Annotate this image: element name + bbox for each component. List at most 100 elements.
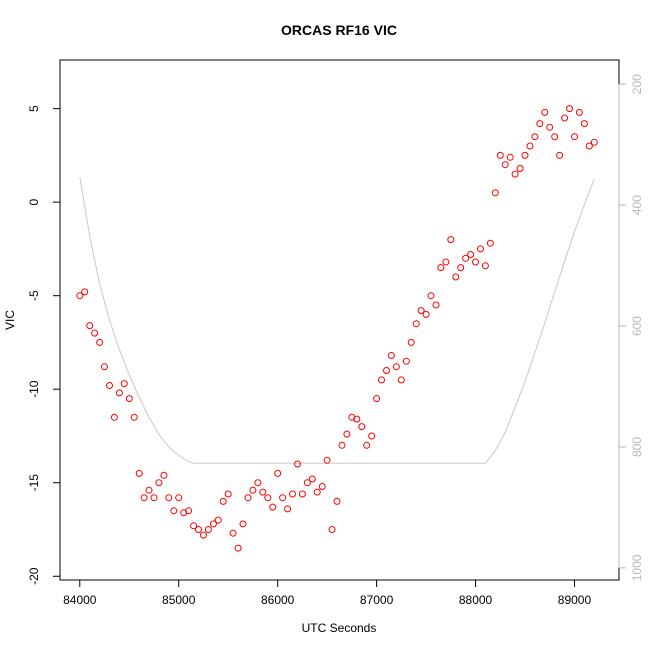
data-point xyxy=(86,322,94,330)
data-point xyxy=(412,320,420,328)
data-point xyxy=(195,526,202,533)
data-point xyxy=(397,376,405,384)
data-point xyxy=(140,494,148,502)
data-point xyxy=(135,469,143,477)
data-point xyxy=(467,251,475,258)
data-point xyxy=(91,329,99,337)
data-point xyxy=(541,108,549,116)
data-point xyxy=(294,460,301,468)
data-point xyxy=(209,520,217,528)
data-point xyxy=(254,479,262,487)
data-point xyxy=(130,413,138,421)
data-point xyxy=(373,395,381,403)
points-layer xyxy=(76,105,598,552)
data-point xyxy=(363,441,371,449)
data-point xyxy=(457,264,465,272)
data-point xyxy=(274,469,282,477)
data-point xyxy=(486,239,494,247)
data-point xyxy=(150,494,158,502)
data-point xyxy=(175,494,183,502)
y-tick-label: -20 xyxy=(27,567,41,585)
y-tick-label: -10 xyxy=(27,380,41,398)
chart-title: ORCAS RF16 VIC xyxy=(281,22,397,38)
data-point xyxy=(496,151,504,159)
data-point xyxy=(328,526,336,533)
data-point xyxy=(477,245,484,253)
data-point xyxy=(155,479,163,487)
data-point xyxy=(190,522,198,530)
secondary-line-layer xyxy=(79,177,595,464)
data-point xyxy=(219,497,227,505)
data-point xyxy=(575,108,583,116)
x-axis-label: UTC Seconds xyxy=(302,621,377,635)
data-point xyxy=(368,432,376,440)
data-point xyxy=(76,292,84,300)
data-point xyxy=(526,142,534,150)
data-point xyxy=(289,490,296,498)
data-point xyxy=(96,338,104,346)
data-point xyxy=(244,494,252,502)
data-point xyxy=(323,456,331,464)
data-point xyxy=(224,490,232,498)
data-point xyxy=(511,170,519,178)
data-point xyxy=(313,488,321,496)
y-tick-label: -15 xyxy=(27,474,41,492)
data-point xyxy=(387,352,395,359)
y2-tick-label: 400 xyxy=(630,195,644,215)
data-point xyxy=(125,395,133,403)
secondary-series-line xyxy=(79,177,595,464)
data-point xyxy=(402,357,410,365)
x-tick-label: 86000 xyxy=(261,593,295,607)
data-point xyxy=(284,505,292,513)
x-tick-label: 85000 xyxy=(162,593,196,607)
data-point xyxy=(516,165,524,172)
data-point xyxy=(160,471,168,479)
data-point xyxy=(546,123,554,131)
data-point xyxy=(585,142,593,150)
data-point xyxy=(81,288,89,296)
data-point xyxy=(204,526,212,533)
data-point xyxy=(358,423,366,431)
data-point xyxy=(506,153,514,161)
data-point xyxy=(110,413,118,421)
data-point xyxy=(101,363,108,371)
data-point xyxy=(279,494,287,502)
data-point xyxy=(427,292,435,300)
y2-tick-label: 800 xyxy=(630,437,644,457)
data-point xyxy=(303,479,311,487)
x-axis: 84000 85000 86000 87000 88000 89000 xyxy=(63,579,592,607)
data-point xyxy=(249,486,257,494)
y-axis-label: VIC xyxy=(3,310,17,330)
x-tick-label: 89000 xyxy=(558,593,592,607)
x-tick-label: 84000 xyxy=(63,593,97,607)
x-tick-label: 87000 xyxy=(360,593,394,607)
data-point xyxy=(115,389,123,397)
y-tick-label: 5 xyxy=(27,105,41,112)
data-point xyxy=(417,307,425,315)
y2-axis-right: 200 400 600 800 1000 xyxy=(618,74,644,581)
data-point xyxy=(343,430,351,438)
data-point xyxy=(378,376,385,384)
data-point xyxy=(318,483,326,490)
data-point xyxy=(437,264,445,272)
data-point xyxy=(333,497,341,505)
data-point xyxy=(422,310,430,318)
data-point xyxy=(120,380,128,388)
data-point xyxy=(551,133,559,141)
data-point xyxy=(239,520,247,528)
data-point xyxy=(432,301,440,309)
data-point xyxy=(442,258,450,266)
data-point xyxy=(165,494,173,502)
data-point xyxy=(392,363,400,371)
data-point xyxy=(536,120,544,128)
data-point xyxy=(407,338,415,346)
data-point xyxy=(308,475,316,483)
data-point xyxy=(556,151,564,159)
data-point xyxy=(353,415,361,423)
data-point xyxy=(185,507,193,515)
y2-tick-label: 600 xyxy=(630,316,644,336)
x-tick-label: 88000 xyxy=(459,593,493,607)
data-point xyxy=(383,367,390,374)
data-point xyxy=(566,105,573,113)
data-point xyxy=(481,262,489,270)
